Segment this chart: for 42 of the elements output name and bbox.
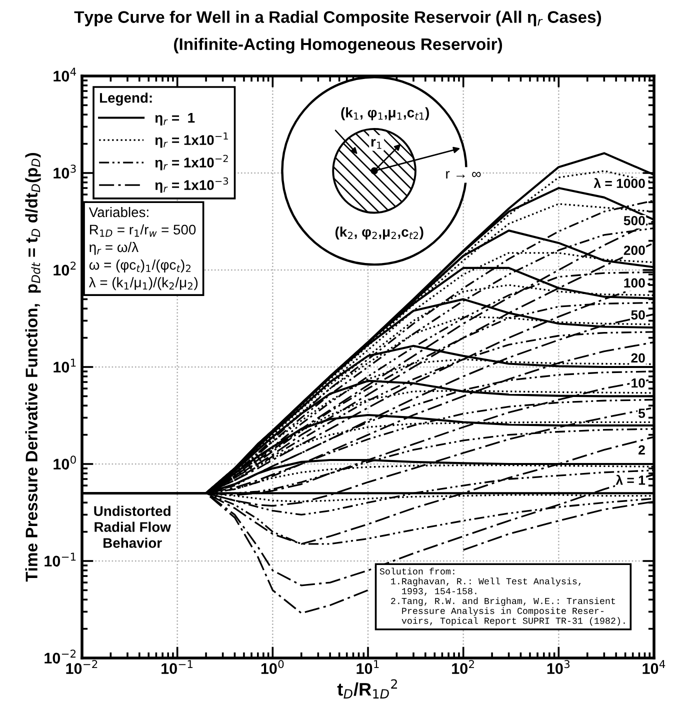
text: 2 [638,445,645,454]
chart-title: Type Curve for Well in a Radial Composite Reservoir (All η$_{r}$ Cases) [74,10,602,26]
annotation: r$_{1}$ [371,139,382,149]
y-tick-label: 10$^{4}$ [54,68,76,82]
annotation: Undistorted Radial Flow Behavior [94,506,171,548]
y-tick-label: 10$^{−1}$ [44,552,76,567]
text: (k$_{2}$, φ$_{2}$,μ$_{2}$,c$_{t2}$) [335,226,424,240]
y-tick-label: 10$^{0}$ [54,456,76,470]
annotation: 5 [638,408,646,418]
annotation: 50 [631,310,645,320]
annotation: Solution from: 1.Raghavan, R.: Well Test Analysis, 1993, 154-158. 2.Tang, R.W. and Brigham, W.E.: Transient Pressure Analysis in Composite Reser- voirs, Topical Report SUPRI TR-31 (1982). [380,568,625,626]
legend-label: η$_{r}$ = 1 [155,113,195,126]
x-tick-label: 10$^{−1}$ [162,660,193,674]
x-tick-label: 10$^{3}$ [547,660,570,674]
x-tick-label: 10$^{2}$ [452,660,474,674]
annotation: 20 [631,353,645,363]
annotation: Variables: [88,206,148,218]
annotation: ω = (φc$_{t}$)$_{1}$/(φc$_{t}$)$_{2}$ [89,260,190,272]
annotation: η$_{r}$ = ω/λ [90,242,138,255]
y-tick-label: 10$^{1}$ [54,358,76,373]
y-tick-label: 10$^{2}$ [54,262,76,276]
annotation: λ = 1 [616,474,646,485]
annotation: λ = 1000 [594,178,645,188]
x-tick-label: 10$^{1}$ [356,660,379,674]
y-tick-label: 10$^{3}$ [54,164,76,179]
x-tick-label: 10$^{4}$ [642,660,666,674]
annotation: R$_{1D}$ = r$_{1}$/r$_{w}$ = 500 [90,224,196,237]
annotation: r → ∞ [446,171,481,179]
legend-label: η$_{r}$ = 1x10$^{−2}$ [155,154,228,170]
annotation: 500 [624,216,645,226]
chart-subtitle: (Inifinite-Acting Homogeneous Reservoir) [174,38,502,54]
x-tick-label: 10$^{0}$ [261,660,284,674]
annotation: 2 [169,282,174,290]
annotation: 100 [624,278,645,288]
text: Time Pressure Derivative Function, p$_{Ddt}$ = t$_{D}$ d/dt$_{D}$(p$_{D}$) [25,153,41,582]
x-axis-title: t$_{D}$/R$_{1D}$$^{2}$ [337,679,397,698]
legend-title: Legend: [100,92,152,106]
legend-label: η$_{r}$ = 1x10$^{−1}$ [155,132,228,148]
legend-label: η$_{r}$ = 1x10$^{−3}$ [155,177,228,193]
text: (k$_{1}$, φ$_{1}$,μ$_{1}$,c$_{t1}$) [341,107,429,120]
annotation: 10 [632,378,645,388]
annotation: 200 [624,246,645,255]
